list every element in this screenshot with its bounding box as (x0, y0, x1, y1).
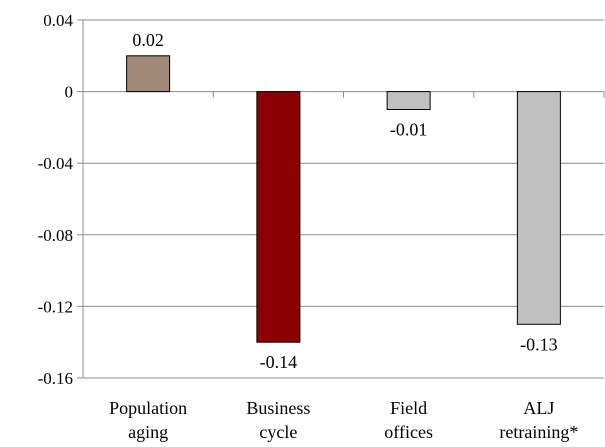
y-tick-label: 0 (65, 83, 74, 102)
data-label: -0.01 (390, 120, 428, 140)
bar (386, 91, 431, 110)
category-label: Business (246, 398, 310, 418)
category-label: retraining* (499, 422, 578, 442)
y-tick-label: -0.16 (38, 369, 73, 388)
y-tick-label: -0.12 (38, 297, 73, 316)
bar (516, 91, 561, 325)
category-label: Population (109, 398, 187, 418)
y-tick-label: 0.04 (43, 11, 73, 30)
category-label: ALJ (523, 398, 554, 418)
category-label: offices (384, 422, 433, 442)
bar (256, 91, 301, 343)
data-label: 0.02 (132, 30, 164, 50)
category-label: Field (390, 398, 427, 418)
bar (126, 55, 171, 93)
y-tick-label: -0.08 (38, 226, 73, 245)
data-label: -0.14 (260, 352, 298, 372)
category-label: cycle (259, 422, 297, 442)
category-label: aging (128, 422, 168, 442)
data-label: -0.13 (520, 334, 558, 354)
y-tick-label: -0.04 (38, 154, 74, 173)
